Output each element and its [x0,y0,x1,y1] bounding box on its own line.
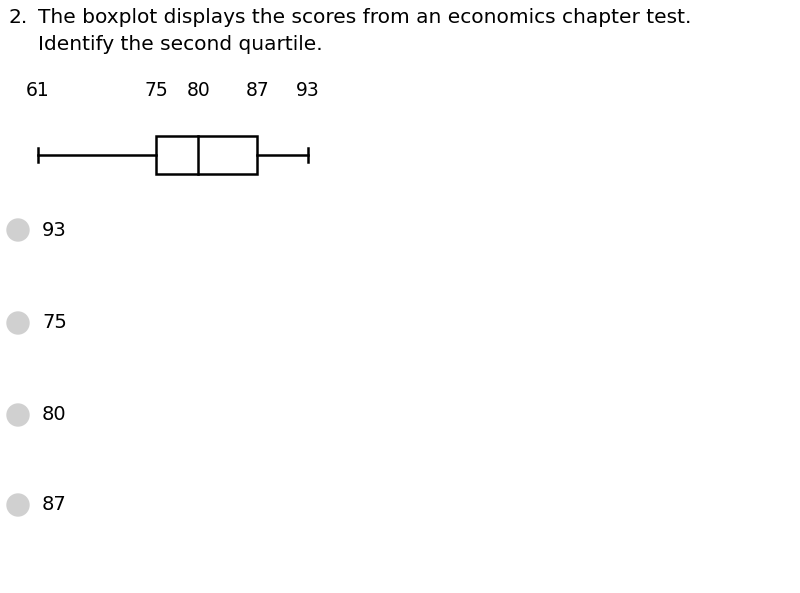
Text: Identify the second quartile.: Identify the second quartile. [38,35,322,54]
Text: 93: 93 [42,221,66,240]
Text: 87: 87 [42,496,66,515]
Text: 80: 80 [42,406,66,425]
Text: 61: 61 [26,81,50,100]
Text: 93: 93 [296,81,320,100]
Text: 80: 80 [186,81,210,100]
Text: 75: 75 [144,81,168,100]
Circle shape [7,219,29,241]
Circle shape [7,404,29,426]
Text: The boxplot displays the scores from an economics chapter test.: The boxplot displays the scores from an … [38,8,691,27]
Circle shape [7,312,29,334]
Text: 87: 87 [246,81,270,100]
Text: 75: 75 [42,314,67,333]
Bar [156,136,258,174]
Text: 2.: 2. [8,8,27,27]
Circle shape [7,494,29,516]
